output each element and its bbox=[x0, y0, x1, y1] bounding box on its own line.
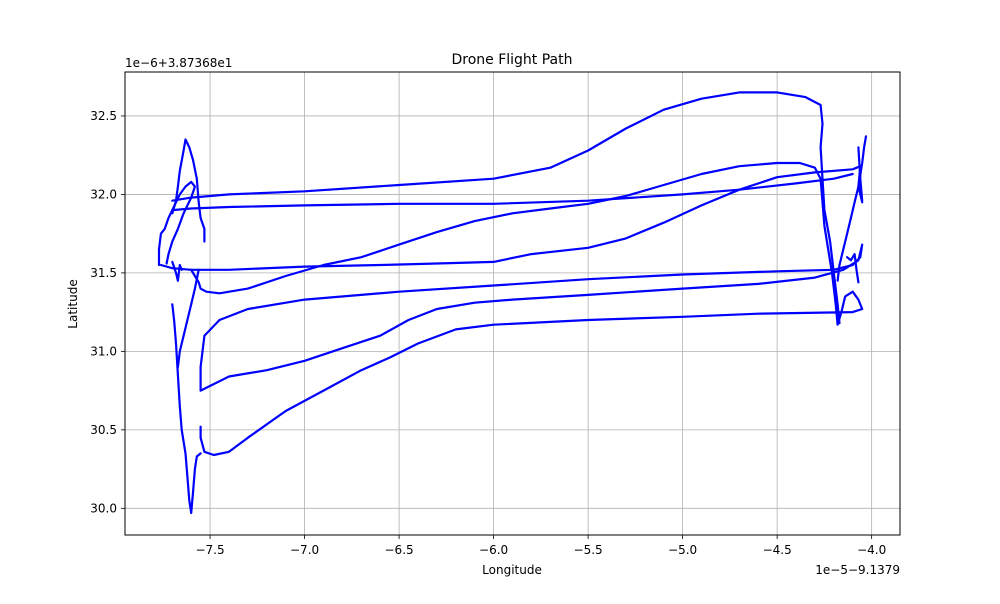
x-tick-label: −7.0 bbox=[290, 543, 319, 557]
x-tick-label: −5.0 bbox=[668, 543, 697, 557]
x-tick-label: −6.5 bbox=[385, 543, 414, 557]
x-tick-label: −5.5 bbox=[574, 543, 603, 557]
y-axis-offset-label: 1e−6+3.87368e1 bbox=[125, 56, 232, 70]
y-axis-label: Latitude bbox=[66, 279, 80, 328]
chart-title: Drone Flight Path bbox=[451, 52, 572, 68]
y-tick-label: 30.5 bbox=[90, 423, 117, 437]
axis-ticks: −7.5 −7.0 −6.5 −6.0 −5.5 −5.0 −4.5 −4.0 30.0 30.5… bbox=[90, 109, 886, 557]
flight-path-segment-2 bbox=[159, 165, 864, 271]
x-axis-label: Longitude bbox=[482, 563, 542, 577]
plot-series bbox=[157, 91, 868, 515]
flight-path-segment-12 bbox=[845, 253, 860, 284]
x-tick-label: −6.0 bbox=[479, 543, 508, 557]
y-tick-label: 30.0 bbox=[90, 501, 117, 515]
x-axis-offset-label: 1e−5−9.1379 bbox=[815, 563, 900, 577]
flight-path-segment-11 bbox=[857, 146, 864, 202]
flight-path-segment-10 bbox=[836, 135, 868, 282]
x-tick-label: −4.0 bbox=[857, 543, 886, 557]
flight-path-segment-8 bbox=[171, 303, 202, 515]
y-tick-label: 32.0 bbox=[90, 187, 117, 201]
flight-path-segment-1 bbox=[199, 243, 864, 392]
flight-path-segment-0 bbox=[190, 161, 864, 457]
grid-lines bbox=[125, 72, 900, 535]
y-tick-label: 32.5 bbox=[90, 109, 117, 123]
flight-path-segment-5 bbox=[171, 138, 206, 243]
axes-frame bbox=[124, 71, 901, 536]
flight-path-segment-4 bbox=[171, 91, 841, 325]
flight-path-segment-7 bbox=[171, 260, 183, 282]
x-tick-label: −7.5 bbox=[195, 543, 224, 557]
y-tick-label: 31.0 bbox=[90, 344, 117, 358]
flight-path-segment-9 bbox=[176, 268, 200, 369]
flight-path-segment-3 bbox=[171, 172, 854, 212]
y-tick-label: 31.5 bbox=[90, 266, 117, 280]
x-tick-label: −4.5 bbox=[763, 543, 792, 557]
flight-path-segment-6 bbox=[157, 180, 196, 267]
